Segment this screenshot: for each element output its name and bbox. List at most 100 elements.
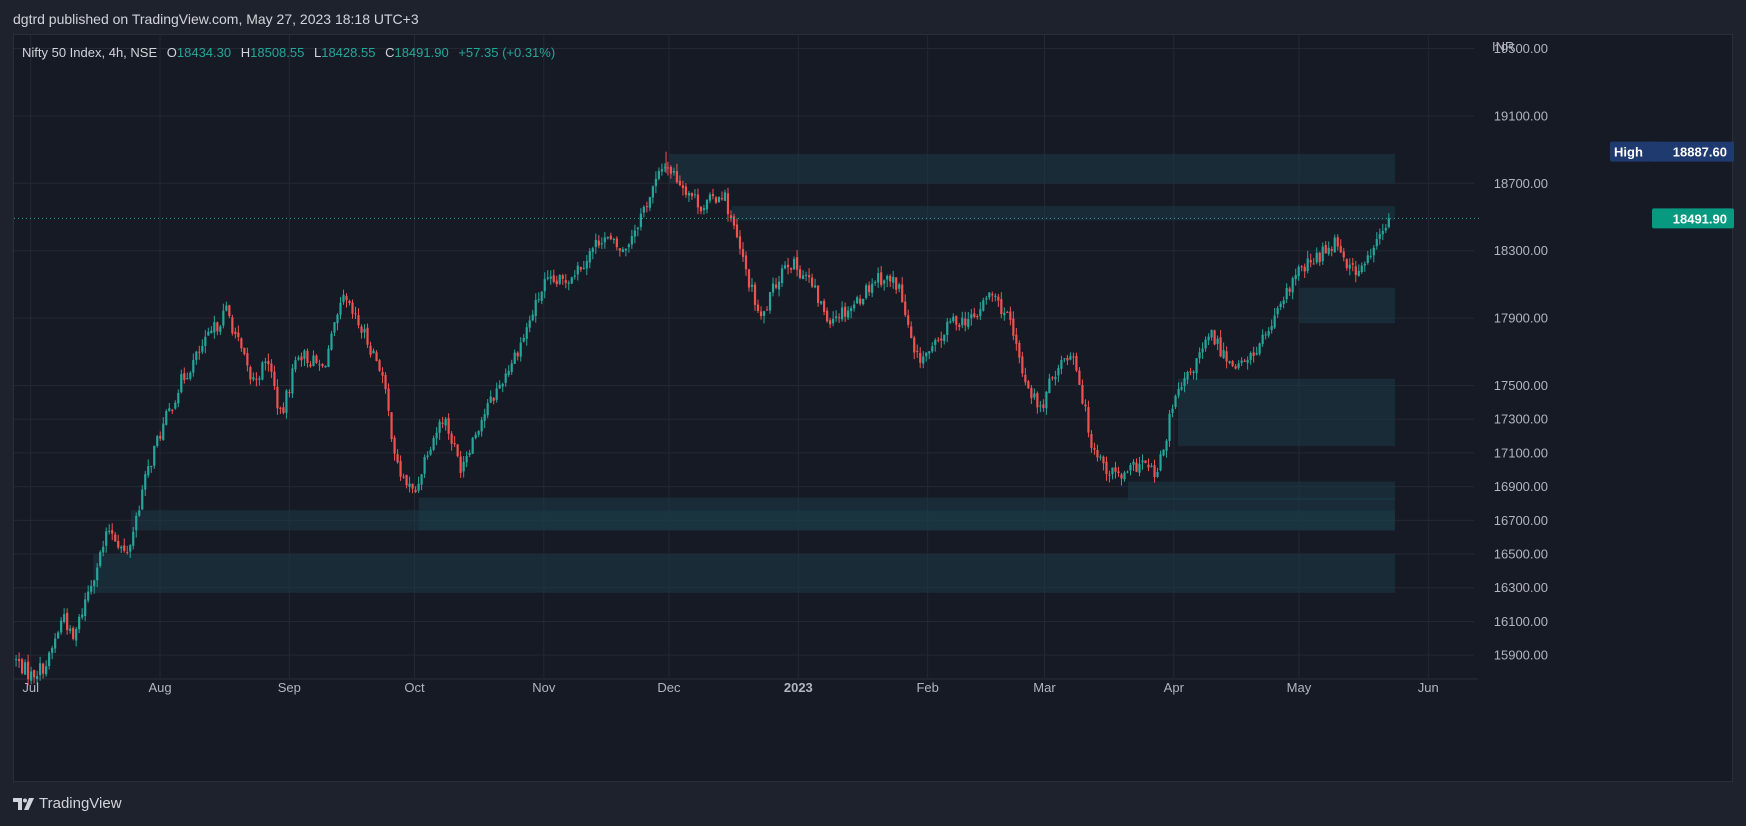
candle-up[interactable] — [426, 455, 429, 458]
candle-up[interactable] — [946, 321, 949, 335]
candle-down[interactable] — [1345, 259, 1348, 269]
candle-down[interactable] — [72, 627, 75, 639]
candle-up[interactable] — [180, 374, 183, 393]
candle-down[interactable] — [795, 257, 799, 270]
candle-up[interactable] — [531, 314, 534, 321]
candle-up[interactable] — [1291, 278, 1294, 293]
candle-down[interactable] — [159, 435, 162, 439]
candle-down[interactable] — [111, 530, 114, 534]
candle-up[interactable] — [582, 267, 585, 269]
candle-up[interactable] — [934, 340, 937, 345]
candle-up[interactable] — [1258, 343, 1261, 354]
candle-down[interactable] — [411, 483, 414, 489]
candle-up[interactable] — [195, 351, 198, 360]
candle-up[interactable] — [841, 307, 844, 320]
candle-up[interactable] — [528, 320, 531, 328]
candle-up[interactable] — [1129, 464, 1132, 471]
candle-down[interactable] — [348, 300, 351, 304]
candle-up[interactable] — [1177, 388, 1180, 396]
candle-down[interactable] — [375, 352, 378, 361]
candle-down[interactable] — [774, 284, 778, 288]
candle-up[interactable] — [522, 337, 525, 342]
candle-up[interactable] — [36, 676, 39, 680]
candle-down[interactable] — [369, 345, 372, 355]
candle-down[interactable] — [360, 326, 363, 333]
candle-up[interactable] — [705, 199, 709, 210]
candle-down[interactable] — [228, 305, 231, 317]
candle-up[interactable] — [303, 350, 306, 359]
candle-up[interactable] — [48, 652, 51, 667]
candle-down[interactable] — [826, 310, 829, 322]
candle-up[interactable] — [177, 392, 180, 404]
candle-down[interactable] — [889, 275, 892, 282]
candle-up[interactable] — [1267, 331, 1270, 336]
candle-up[interactable] — [51, 648, 54, 653]
candle-up[interactable] — [1210, 329, 1213, 338]
candle-up[interactable] — [961, 317, 964, 326]
candle-up[interactable] — [489, 396, 492, 403]
candle-down[interactable] — [789, 267, 793, 270]
candle-up[interactable] — [201, 345, 204, 352]
candle-up[interactable] — [835, 316, 838, 319]
candle-up[interactable] — [342, 294, 345, 303]
candle-up[interactable] — [78, 616, 81, 630]
candle-up[interactable] — [1201, 348, 1204, 353]
candle-down[interactable] — [459, 456, 462, 473]
candle-down[interactable] — [756, 304, 760, 312]
candle-down[interactable] — [42, 663, 45, 674]
candle-up[interactable] — [898, 284, 901, 289]
candle-up[interactable] — [477, 431, 480, 435]
candle-up[interactable] — [135, 515, 138, 531]
candle-down[interactable] — [732, 216, 736, 226]
candle-up[interactable] — [1348, 264, 1351, 269]
candle-up[interactable] — [883, 280, 886, 284]
candle-up[interactable] — [1168, 413, 1171, 441]
candle-down[interactable] — [234, 331, 237, 335]
candle-up[interactable] — [543, 279, 546, 292]
candle-down[interactable] — [907, 315, 910, 325]
candle-down[interactable] — [904, 301, 907, 316]
candle-up[interactable] — [994, 295, 997, 297]
candle-down[interactable] — [1354, 266, 1357, 276]
candle-up[interactable] — [69, 628, 72, 631]
candle-down[interactable] — [183, 373, 186, 380]
candle-up[interactable] — [408, 483, 411, 487]
candle-down[interactable] — [456, 444, 459, 457]
candle-up[interactable] — [120, 546, 123, 549]
candle-up[interactable] — [468, 453, 471, 456]
candle-up[interactable] — [105, 531, 108, 546]
candle-up[interactable] — [1039, 405, 1042, 407]
candle-down[interactable] — [829, 320, 832, 325]
candle-up[interactable] — [931, 346, 934, 352]
candle-up[interactable] — [222, 310, 225, 326]
candle-down[interactable] — [453, 443, 456, 445]
candle-up[interactable] — [534, 299, 537, 317]
candle-up[interactable] — [81, 614, 84, 618]
candle-up[interactable] — [213, 322, 216, 333]
candle-down[interactable] — [246, 353, 249, 366]
candle-up[interactable] — [1237, 363, 1240, 368]
candle-up[interactable] — [862, 298, 865, 305]
candle-up[interactable] — [1159, 454, 1162, 471]
candle-up[interactable] — [39, 663, 42, 676]
candle-down[interactable] — [1090, 434, 1093, 448]
candle-up[interactable] — [1246, 359, 1249, 363]
candle-up[interactable] — [429, 449, 432, 455]
candle-up[interactable] — [336, 314, 339, 324]
candle-down[interactable] — [1147, 464, 1150, 468]
candle-up[interactable] — [648, 197, 651, 208]
candle-up[interactable] — [687, 193, 691, 196]
candle-up[interactable] — [1204, 339, 1207, 349]
candle-down[interactable] — [726, 193, 730, 215]
candle-up[interactable] — [153, 445, 156, 466]
candle-up[interactable] — [693, 194, 697, 196]
candle-up[interactable] — [651, 186, 654, 198]
candle-down[interactable] — [321, 364, 324, 367]
candle-up[interactable] — [768, 292, 772, 311]
candle-up[interactable] — [507, 370, 510, 376]
candle-up[interactable] — [327, 348, 330, 367]
candle-up[interactable] — [1378, 234, 1381, 239]
candle-up[interactable] — [372, 350, 375, 354]
candle-down[interactable] — [366, 327, 369, 345]
candle-down[interactable] — [1015, 334, 1018, 344]
